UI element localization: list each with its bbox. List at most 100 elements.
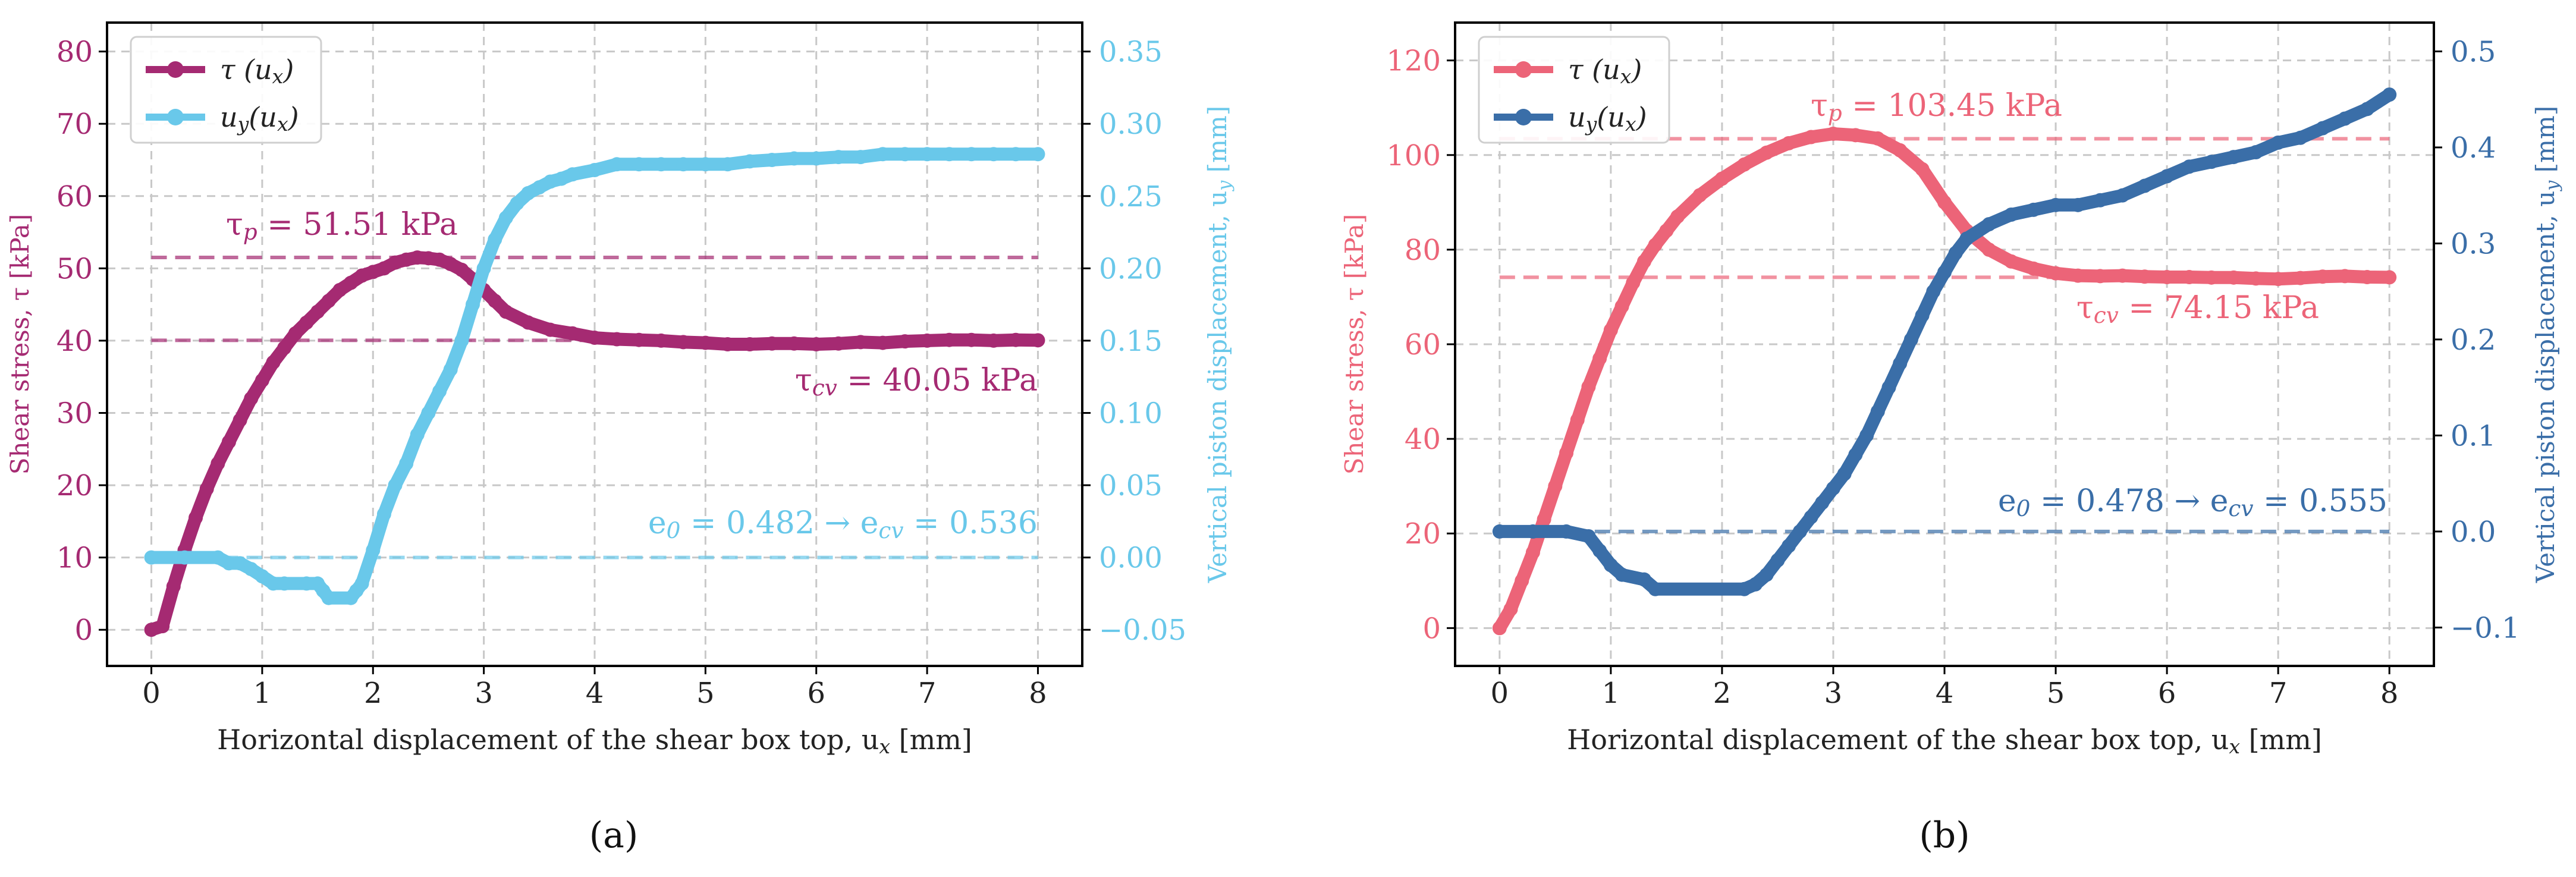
- data-point: [897, 147, 912, 162]
- data-point: [2271, 272, 2286, 287]
- data-point: [2382, 87, 2397, 102]
- legend: τ (ux) uy(ux): [1478, 36, 1670, 144]
- data-point: [332, 282, 347, 297]
- data-point: [2315, 269, 2330, 284]
- data-point: [742, 154, 757, 169]
- y-left-tick-label: 40: [56, 325, 93, 358]
- y-left-axis-label: Shear stress, τ [kPa]: [5, 214, 34, 475]
- data-point: [1031, 333, 1045, 348]
- data-point: [1592, 543, 1607, 558]
- legend-label: uy(ux): [1568, 101, 1647, 136]
- data-point: [897, 334, 912, 349]
- y-right-tick-label: 0.0: [2451, 515, 2496, 549]
- data-point: [144, 550, 159, 565]
- data-point: [1570, 413, 1585, 428]
- reference-annotation: τp = 103.45 kPa: [1811, 88, 2062, 126]
- data-point: [1492, 524, 1507, 539]
- x-tick-label: 1: [1602, 677, 1620, 710]
- series-uy: [144, 147, 1045, 605]
- y-left-tick-label: 60: [1405, 328, 1441, 362]
- data-point: [920, 147, 935, 162]
- annotations: τp = 103.45 kPa τcv = 74.15 kPa e0 = 0.478…: [1811, 88, 2387, 521]
- data-point: [2093, 269, 2107, 284]
- x-axis-label: Horizontal displacement of the shear box…: [217, 724, 972, 758]
- data-point: [2293, 130, 2308, 145]
- y-left-tick-label: 120: [1386, 45, 1441, 78]
- data-point: [2338, 111, 2352, 126]
- data-point: [654, 333, 668, 348]
- data-point: [399, 252, 414, 267]
- data-point: [166, 579, 181, 594]
- data-point: [144, 623, 159, 637]
- data-point: [410, 250, 425, 265]
- data-point: [454, 262, 469, 277]
- data-point: [1770, 553, 1785, 568]
- data-point: [1636, 572, 1651, 587]
- x-ticks: 0 1 2 3 4 5 6 7 8: [1491, 666, 2398, 710]
- y-left-tick-label: 80: [1405, 234, 1441, 267]
- data-point: [521, 186, 536, 200]
- data-point: [2315, 121, 2330, 136]
- data-point: [1559, 524, 1574, 539]
- data-point: [1737, 581, 1752, 596]
- data-point: [421, 406, 436, 420]
- x-tick-label: 5: [696, 677, 715, 710]
- data-point: [1981, 242, 1996, 257]
- data-point: [1893, 356, 1908, 371]
- y-left-tick-label: 0: [74, 614, 93, 647]
- data-point: [1948, 246, 1963, 260]
- y-right-axis-label: Vertical piston displacement, uy [mm]: [2531, 106, 2563, 583]
- data-point: [376, 261, 391, 276]
- data-point: [1759, 145, 1774, 160]
- data-point: [1515, 573, 1529, 588]
- data-point: [211, 550, 225, 565]
- data-point: [443, 257, 458, 272]
- data-point: [720, 337, 735, 351]
- data-point: [809, 151, 824, 166]
- data-point: [1981, 217, 1996, 232]
- data-point: [543, 322, 558, 337]
- x-axis-label: Horizontal displacement of the shear box…: [1567, 724, 2322, 758]
- y-right-axis-label: Vertical piston displacement, uy [mm]: [1203, 106, 1235, 583]
- y-left-tick-label: 80: [56, 36, 93, 69]
- data-point: [432, 252, 447, 267]
- data-point: [2248, 271, 2263, 286]
- chart-panel-a: 0 1 2 3 4 5 6 7 801020304050607080−0.050.000.050…: [5, 21, 1235, 856]
- y-right-tick-label: −0.1: [2451, 611, 2520, 645]
- data-point: [1792, 524, 1807, 539]
- y-right-tick-label: 0.35: [1099, 36, 1163, 69]
- data-point: [831, 150, 846, 165]
- y-left-tick-label: 30: [56, 397, 93, 430]
- data-point: [986, 333, 1001, 348]
- data-point: [565, 167, 580, 182]
- data-point: [1926, 284, 1941, 299]
- x-tick-label: 5: [2047, 677, 2065, 710]
- data-point: [410, 427, 425, 442]
- legend-swatch-marker: [1515, 61, 1532, 78]
- y-right-tick-label: 0.10: [1099, 397, 1163, 430]
- data-point: [1626, 275, 1641, 290]
- data-point: [787, 336, 802, 351]
- data-point: [1848, 447, 1863, 462]
- data-point: [476, 261, 491, 276]
- y-left-ticks: 0 10 20 30 40 50 60 70 80: [56, 36, 107, 647]
- x-tick-label: 6: [807, 677, 825, 710]
- data-point: [532, 180, 546, 195]
- data-point: [610, 332, 624, 347]
- data-point: [255, 569, 269, 584]
- data-point: [1804, 130, 1818, 144]
- x-tick-label: 0: [1491, 677, 1509, 710]
- data-point: [155, 619, 170, 634]
- reference-annotation: e0 = 0.482 → ecv = 0.536: [648, 505, 1038, 543]
- data-point: [676, 157, 691, 172]
- data-point: [765, 336, 780, 351]
- data-point: [1959, 231, 1974, 246]
- data-point: [787, 151, 802, 166]
- data-point: [244, 391, 259, 406]
- data-point: [942, 147, 957, 162]
- data-point: [2160, 169, 2175, 184]
- data-point: [2226, 150, 2241, 165]
- data-point: [920, 333, 935, 348]
- data-point: [632, 332, 646, 347]
- data-point: [2049, 266, 2063, 281]
